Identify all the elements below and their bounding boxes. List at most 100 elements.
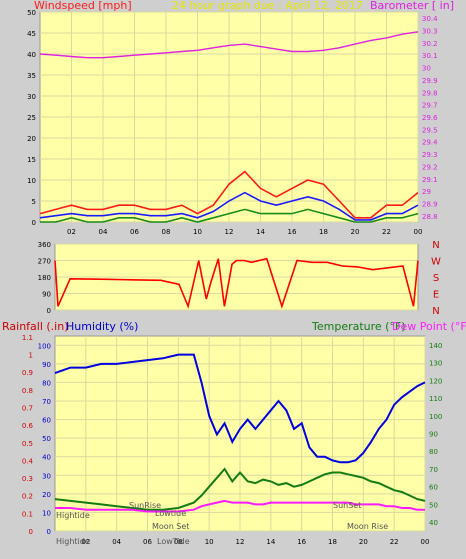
tick-label-temperature: 120 [429,377,442,385]
tick-label-humidity: 80 [42,379,51,387]
tick-label-compass: N [432,240,439,251]
tick-label-hour: 06 [143,538,152,546]
tick-label-hour: 08 [174,538,183,546]
tick-label-rainfall: 0.2 [22,493,33,501]
tick-label-hour: 04 [112,538,121,546]
tick-label-windspeed: 5 [32,198,36,206]
tick-label-barometer: 30.2 [422,40,438,48]
tick-label-barometer: 30 [422,65,431,73]
tick-label-humidity: 10 [42,509,51,517]
tick-label-temperature: 80 [429,448,438,456]
rainfall-title: Rainfall (.in) [2,320,69,333]
series-wind-min [40,208,419,223]
tick-label-rainfall: 0.4 [22,457,34,465]
tick-label-rainfall: 1 [29,352,33,360]
tick-label-hour: 16 [297,538,306,546]
series-wind-avg [39,191,419,221]
tick-label-compass: S [433,273,439,284]
tick-label-temperature: 70 [429,466,438,474]
tick-label-humidity: 70 [42,398,51,406]
tick-label-degrees: 0 [47,307,51,315]
tick-label-windspeed: 45 [27,30,36,38]
tick-label-compass: E [433,290,439,301]
tick-label-humidity: 20 [42,491,51,499]
tick-label-humidity: 50 [42,435,51,443]
tick-label-hour: 04 [99,228,108,236]
tick-label-barometer: 29.9 [422,77,438,85]
tick-label-barometer: 29.8 [422,89,438,97]
tick-label-humidity: 90 [42,361,51,369]
tick-label-hour: 16 [288,228,297,236]
tick-label-barometer: 29 [422,188,431,196]
tick-label-hour: 00 [421,538,430,546]
event-hightide-1: Hightide [56,511,90,520]
event-sunset: SunSet [333,501,361,510]
series-barometer [39,31,419,59]
temperature-title: Temperature (°F) [311,320,406,333]
tick-label-barometer: 30.4 [422,15,438,23]
tick-label-hour: 22 [390,538,399,546]
tick-label-degrees: 180 [38,274,51,282]
tick-label-rainfall: 0.5 [22,440,33,448]
tick-label-windspeed: 30 [27,93,36,101]
windspeed-title: Windspeed [mph] [34,0,132,12]
tick-label-windspeed: 25 [27,114,36,122]
event-hightide-2: Hightide [56,537,90,546]
tick-label-humidity: 40 [42,454,51,462]
tick-label-compass: N [432,306,439,317]
tick-label-hour: 14 [256,228,265,236]
event-sunrise: SunRise [129,501,161,510]
tick-label-hour: 18 [328,538,337,546]
tick-label-rainfall: 0.9 [22,369,33,377]
tick-label-hour: 10 [193,228,202,236]
tick-label-degrees: 270 [38,258,51,266]
humidity-title: Humidity (%) [66,320,138,333]
tick-label-humidity: 100 [38,342,51,350]
tick-label-barometer: 30.3 [422,28,438,36]
series-wind-gust [39,170,419,219]
tick-label-barometer: 29.3 [422,151,438,159]
tick-label-windspeed: 10 [27,177,36,185]
tick-label-windspeed: 50 [27,9,36,17]
tick-label-humidity: 60 [42,417,51,425]
tick-label-temperature: 40 [429,519,438,527]
tick-label-temperature: 100 [429,413,442,421]
tick-label-hour: 14 [266,538,275,546]
series-wind-direction [54,257,419,309]
tick-label-hour: 20 [351,228,360,236]
tick-label-barometer: 30.1 [422,52,438,60]
temperature-humidity-panel: 010203040506070809010000.10.20.30.40.50.… [22,334,443,546]
tick-label-barometer: 29.1 [422,176,438,184]
tick-label-barometer: 29.6 [422,114,438,122]
tick-label-windspeed: 35 [27,72,36,80]
event-lowtide-2: LowTide [157,537,190,546]
tick-label-hour: 06 [130,228,139,236]
tick-label-temperature: 90 [429,431,438,439]
tick-label-temperature: 140 [429,342,442,350]
tick-label-temperature: 130 [429,360,442,368]
tick-label-rainfall: 0.7 [22,405,33,413]
tick-label-hour: 02 [81,538,90,546]
tick-label-temperature: 50 [429,501,438,509]
windspeed-panel: 0 5 10 15 20 25 30 35 40 45 50 28.8 28.9 29 29.1 29.2 29… [27,9,438,236]
tick-label-windspeed: 0 [32,219,36,227]
tick-label-barometer: 29.7 [422,102,438,110]
tick-label-rainfall: 0.3 [22,475,33,483]
event-labels: Hightide SunRise Lowtide Moon Set Highti… [56,501,388,546]
tick-label-hour: 12 [225,228,234,236]
tick-label-barometer: 29.5 [422,126,438,134]
tick-label-degrees: 360 [38,241,51,249]
tick-label-degrees: 90 [42,291,51,299]
tick-label-hour: 12 [236,538,245,546]
tick-label-hour: 18 [319,228,328,236]
tick-label-windspeed: 20 [27,135,36,143]
tick-label-hour: 02 [67,228,76,236]
tick-label-temperature: 60 [429,484,438,492]
tick-label-rainfall: 1.1 [22,334,33,342]
dewpoint-title: Dew Point (°F) [392,320,466,333]
tick-label-rainfall: 0.1 [22,510,33,518]
tick-label-barometer: 28.9 [422,200,438,208]
tick-label-temperature: 110 [429,395,442,403]
